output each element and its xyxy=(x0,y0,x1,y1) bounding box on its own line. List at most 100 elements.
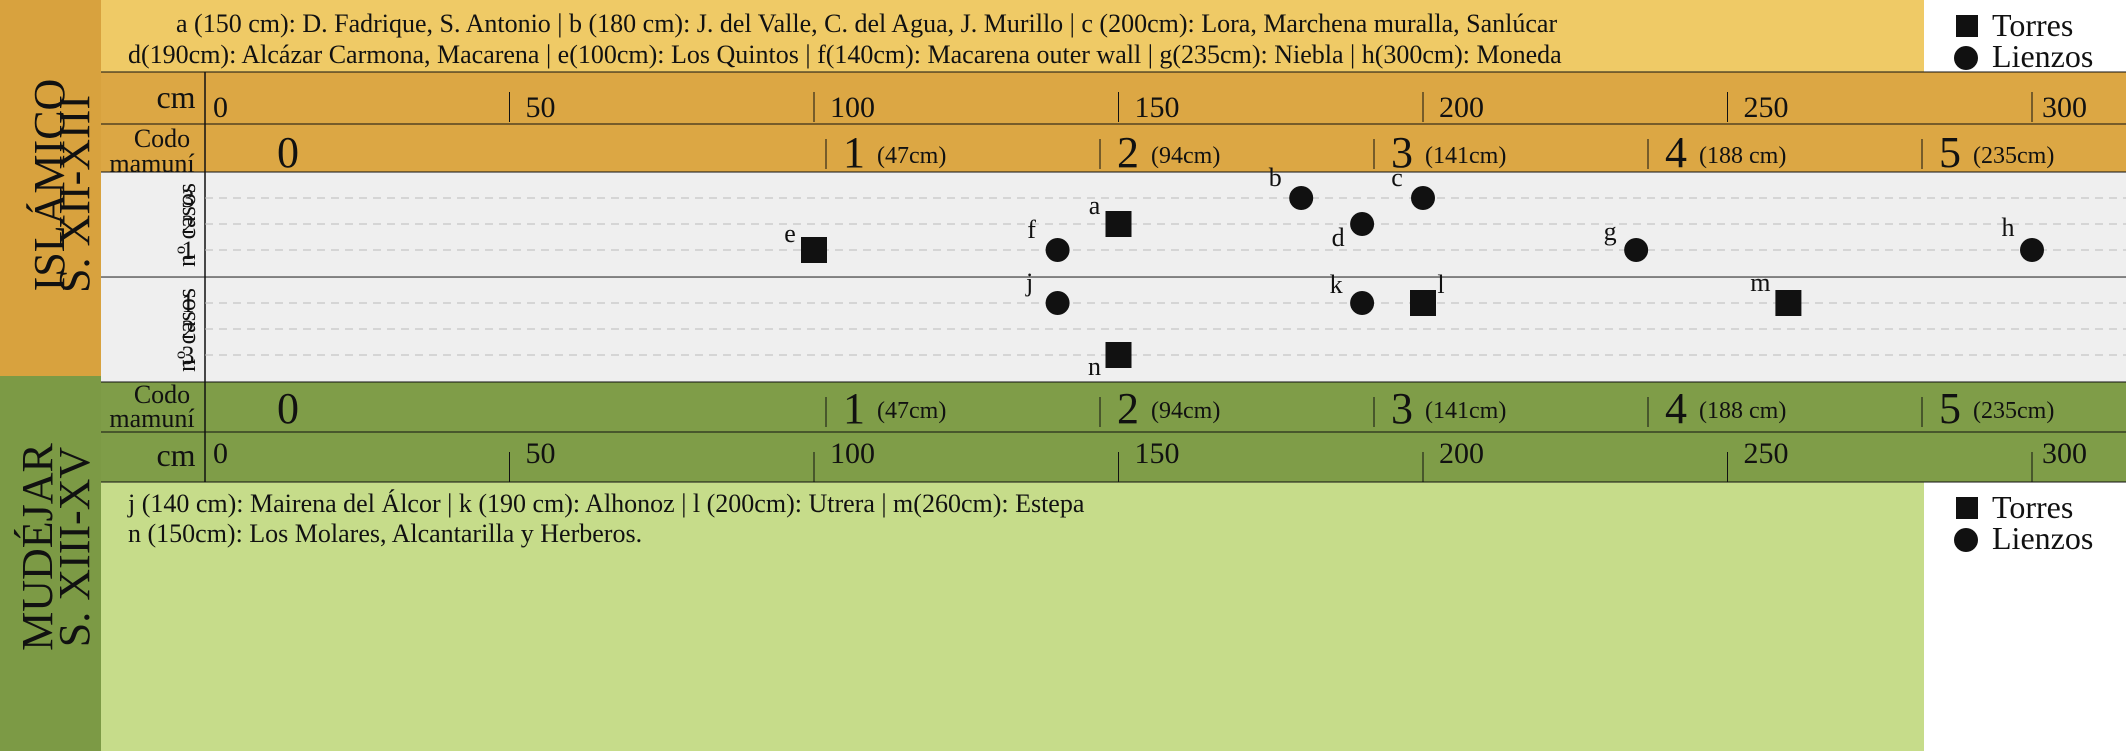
islamic-y-tick-label: 3 xyxy=(182,184,195,213)
islamic-codo-number: 2 xyxy=(1117,128,1139,177)
mudejar-cm-tick-label: 200 xyxy=(1439,437,1484,470)
mudejar-point-m-label: m xyxy=(1750,268,1770,297)
mudejar-codo-cm-label: (235cm) xyxy=(1973,398,2054,424)
islamic-notes-band xyxy=(101,0,1924,72)
islamic-codo-label-line1: Codo xyxy=(134,124,190,153)
legend-bottom: Torres Lienzos xyxy=(1924,482,2126,751)
islamic-codo-number: 1 xyxy=(843,128,865,177)
mudejar-point-n-label: n xyxy=(1088,352,1101,381)
mudejar-y-tick-label: 3 xyxy=(182,341,195,370)
islamic-point-e-square xyxy=(801,237,827,263)
mudejar-point-l-label: l xyxy=(1437,270,1444,299)
islamic-codo-cm-label: (188 cm) xyxy=(1699,143,1786,169)
legend-bottom-torres: Torres xyxy=(1992,489,2074,525)
islamic-codo-label-line2: mamuní xyxy=(109,149,194,178)
mudejar-codo-number: 1 xyxy=(843,384,865,433)
islamic-point-g-circle xyxy=(1624,238,1649,262)
mudejar-cm-scale-label: cm xyxy=(156,437,195,473)
islamic-codo-cm-label: (141cm) xyxy=(1425,143,1506,169)
islamic-point-f-label: f xyxy=(1027,215,1036,244)
islamic-codo-cm-label: (235cm) xyxy=(1973,143,2054,169)
mudejar-point-j-label: j xyxy=(1025,268,1033,297)
mudejar-point-k-circle xyxy=(1350,291,1375,315)
islamic-cm-tick-label: 0 xyxy=(213,91,228,124)
mudejar-cm-scale-row xyxy=(101,432,2126,482)
islamic-point-h-circle xyxy=(2020,238,2044,262)
legend-top: Torres Lienzos xyxy=(1924,0,2126,74)
mudejar-notes-line-1: j (140 cm): Mairena del Álcor | k (190 c… xyxy=(128,489,1085,518)
legend-top-torres: Torres xyxy=(1992,7,2074,43)
mudejar-point-n-square xyxy=(1105,342,1132,368)
mudejar-codo-number: 4 xyxy=(1665,384,1687,433)
islamic-point-a-label: a xyxy=(1089,191,1101,220)
islamic-point-c-label: c xyxy=(1391,163,1403,192)
islamic-side-band xyxy=(0,0,101,376)
islamic-codo-scale-row xyxy=(101,124,2126,172)
islamic-cm-tick-label: 100 xyxy=(830,91,875,124)
mudejar-codo-cm-label: (141cm) xyxy=(1425,398,1506,424)
islamic-codo-number: 5 xyxy=(1939,128,1961,177)
islamic-point-d-circle xyxy=(1350,212,1375,236)
mudejar-cm-tick-label: 150 xyxy=(1135,437,1180,470)
islamic-point-h-label: h xyxy=(2002,213,2015,242)
mudejar-cm-tick-label: 100 xyxy=(830,437,875,470)
legend-top-square-icon xyxy=(1956,15,1978,37)
mudejar-cm-tick-label: 300 xyxy=(2042,437,2087,470)
islamic-y-tick-label: 1 xyxy=(182,236,195,265)
islamic-notes-line-1: a (150 cm): D. Fadrique, S. Antonio | b … xyxy=(176,9,1558,38)
islamic-point-e-label: e xyxy=(784,219,796,248)
mudejar-point-m-square xyxy=(1775,290,1802,316)
mudejar-side-band xyxy=(0,376,101,751)
mudejar-y-tick-label: 2 xyxy=(182,315,195,344)
islamic-codo-number: 0 xyxy=(277,128,299,177)
mudejar-cm-tick-label: 0 xyxy=(213,437,228,470)
mudejar-point-k-label: k xyxy=(1330,270,1343,299)
islamic-cm-tick-label: 300 xyxy=(2042,91,2087,124)
mudejar-codo-cm-label: (47cm) xyxy=(877,398,946,424)
islamic-point-d-label: d xyxy=(1332,223,1345,252)
mudejar-codo-number: 2 xyxy=(1117,384,1139,433)
islamic-point-b-circle xyxy=(1289,186,1314,210)
islamic-cm-tick-label: 250 xyxy=(1744,91,1789,124)
mudejar-notes-line-2: n (150cm): Los Molares, Alcantarilla y H… xyxy=(128,519,643,548)
islamic-cm-scale-label: cm xyxy=(156,79,195,115)
mudejar-cm-tick-label: 50 xyxy=(526,437,556,470)
mudejar-codo-number: 3 xyxy=(1391,384,1413,433)
mudejar-notes-band xyxy=(101,482,1924,751)
islamic-codo-cm-label: (94cm) xyxy=(1151,143,1220,169)
islamic-point-a-square xyxy=(1105,211,1132,237)
islamic-point-b-label: b xyxy=(1269,163,1282,192)
legend-top-circle-icon xyxy=(1954,46,1978,70)
mudejar-codo-cm-label: (188 cm) xyxy=(1699,398,1786,424)
islamic-codo-cm-label: (47cm) xyxy=(877,143,946,169)
mudejar-codo-cm-label: (94cm) xyxy=(1151,398,1220,424)
islamic-cm-scale-row xyxy=(101,72,2126,124)
islamic-codo-number: 4 xyxy=(1665,128,1687,177)
islamic-notes-line-2: d(190cm): Alcázar Carmona, Macarena | e(… xyxy=(128,40,1562,69)
mudejar-y-axis-label: nº casos xyxy=(172,288,201,372)
islamic-y-axis-label: nº casos xyxy=(172,183,201,267)
legend-bottom-square-icon xyxy=(1956,497,1978,519)
legend-top-lienzos: Lienzos xyxy=(1992,38,2094,74)
mudejar-codo-scale-row xyxy=(101,382,2126,432)
mudejar-y-tick-label: 1 xyxy=(182,289,195,318)
islamic-y-tick-label: 2 xyxy=(182,210,195,239)
islamic-cm-tick-label: 150 xyxy=(1135,91,1180,124)
mudejar-point-j-circle xyxy=(1045,291,1070,315)
mudejar-codo-label-line2: mamuní xyxy=(109,404,194,433)
mudejar-cm-tick-label: 250 xyxy=(1744,437,1789,470)
islamic-point-c-circle xyxy=(1411,186,1435,210)
islamic-cm-tick-label: 50 xyxy=(526,91,556,124)
legend-bottom-lienzos: Lienzos xyxy=(1992,520,2094,556)
mudejar-codo-label-line1: Codo xyxy=(134,380,190,409)
islamic-point-g-label: g xyxy=(1604,217,1617,246)
legend-bottom-circle-icon xyxy=(1954,528,1978,552)
islamic-cm-tick-label: 200 xyxy=(1439,91,1484,124)
mudejar-point-l-square xyxy=(1410,290,1436,316)
islamic-codo-number: 3 xyxy=(1391,128,1413,177)
mudejar-codo-number: 0 xyxy=(277,384,299,433)
islamic-point-f-circle xyxy=(1045,238,1070,262)
mudejar-codo-number: 5 xyxy=(1939,384,1961,433)
